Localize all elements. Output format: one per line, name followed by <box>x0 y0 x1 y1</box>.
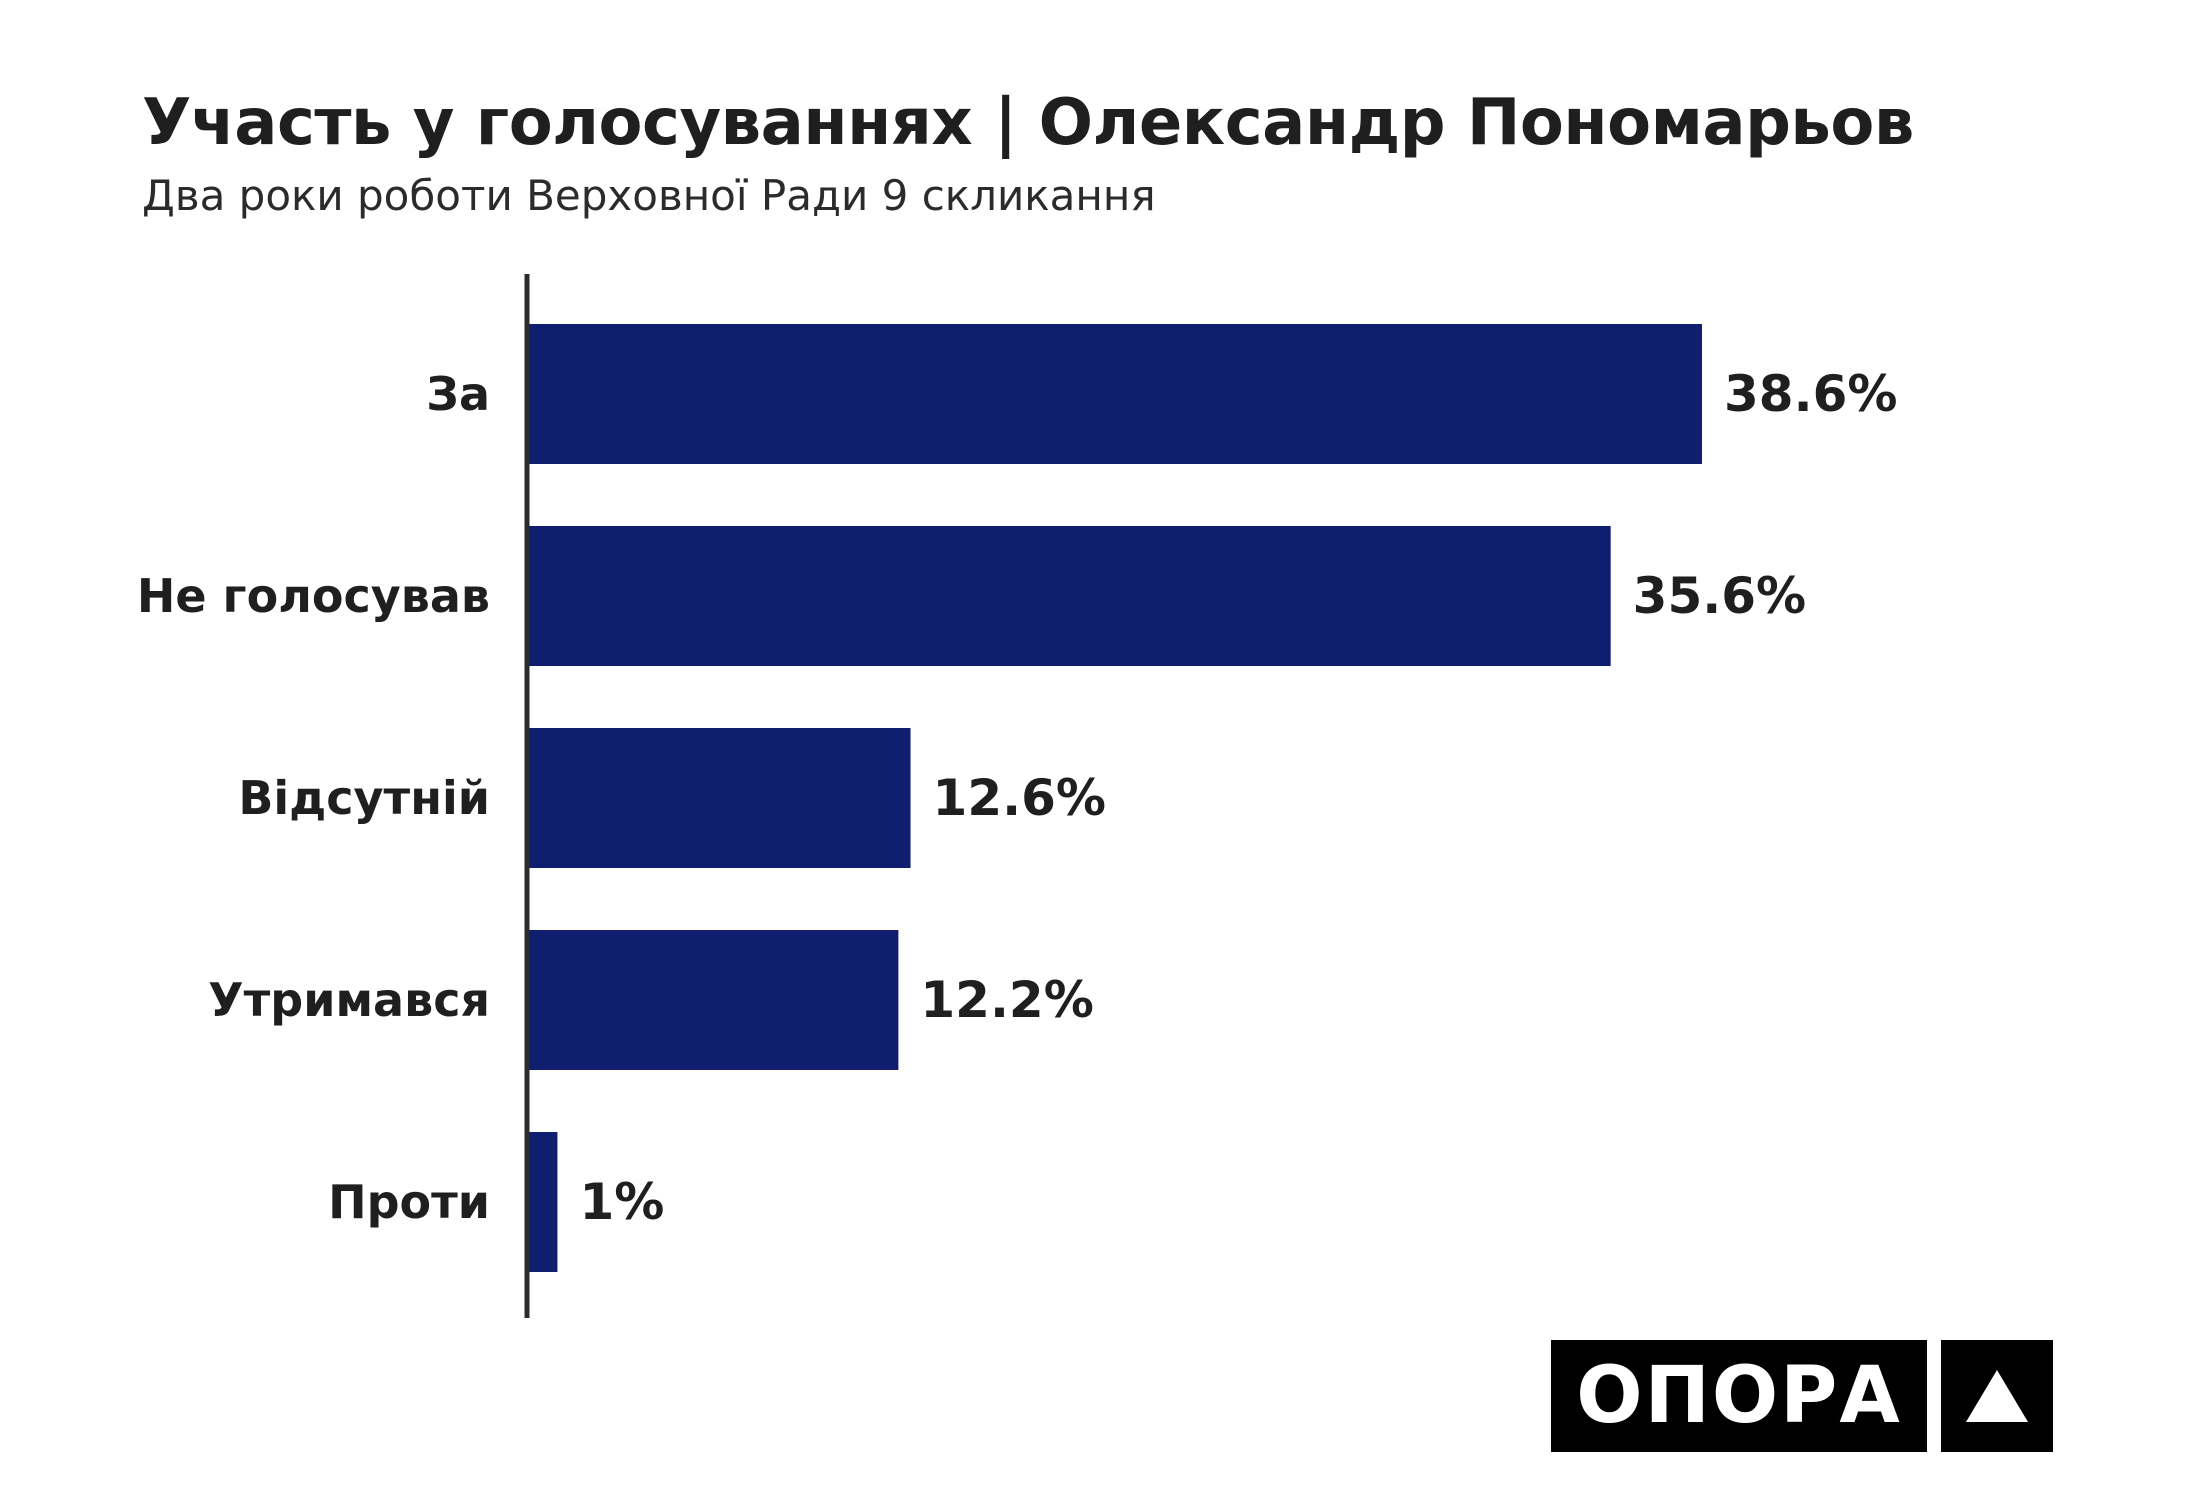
opora-logo: ОПОРА <box>1551 1340 2053 1452</box>
value-labels-group: 38.6% 35.6% 12.6% 12.2% 1% <box>579 365 1897 1231</box>
category-label-1: За <box>426 367 490 421</box>
triangle-icon <box>1941 1340 2053 1452</box>
category-label-3: Відсутній <box>238 771 490 825</box>
category-label-4: Утримався <box>208 973 490 1027</box>
chart-subtitle: Два роки роботи Верховної Ради 9 скликан… <box>142 171 1156 220</box>
category-label-5: Проти <box>328 1175 490 1229</box>
value-label-2: 35.6% <box>1633 567 1806 625</box>
chart-title: Участь у голосуваннях | Олександр Понома… <box>142 86 1914 160</box>
value-label-4: 12.2% <box>920 971 1093 1029</box>
triangle-shape <box>1966 1370 2028 1422</box>
category-labels-group: За Не голосував Відсутній Утримався Проти <box>137 367 490 1229</box>
bar-1 <box>527 324 1702 464</box>
bar-3 <box>527 728 911 868</box>
category-label-2: Не голосував <box>137 569 490 623</box>
bar-4 <box>527 930 899 1070</box>
bar-2 <box>527 526 1611 666</box>
value-label-1: 38.6% <box>1724 365 1897 423</box>
bars-group <box>527 324 1702 1272</box>
value-label-3: 12.6% <box>933 769 1106 827</box>
logo-wordmark: ОПОРА <box>1551 1340 1927 1452</box>
bar-5 <box>527 1132 558 1272</box>
value-label-5: 1% <box>579 1173 664 1231</box>
